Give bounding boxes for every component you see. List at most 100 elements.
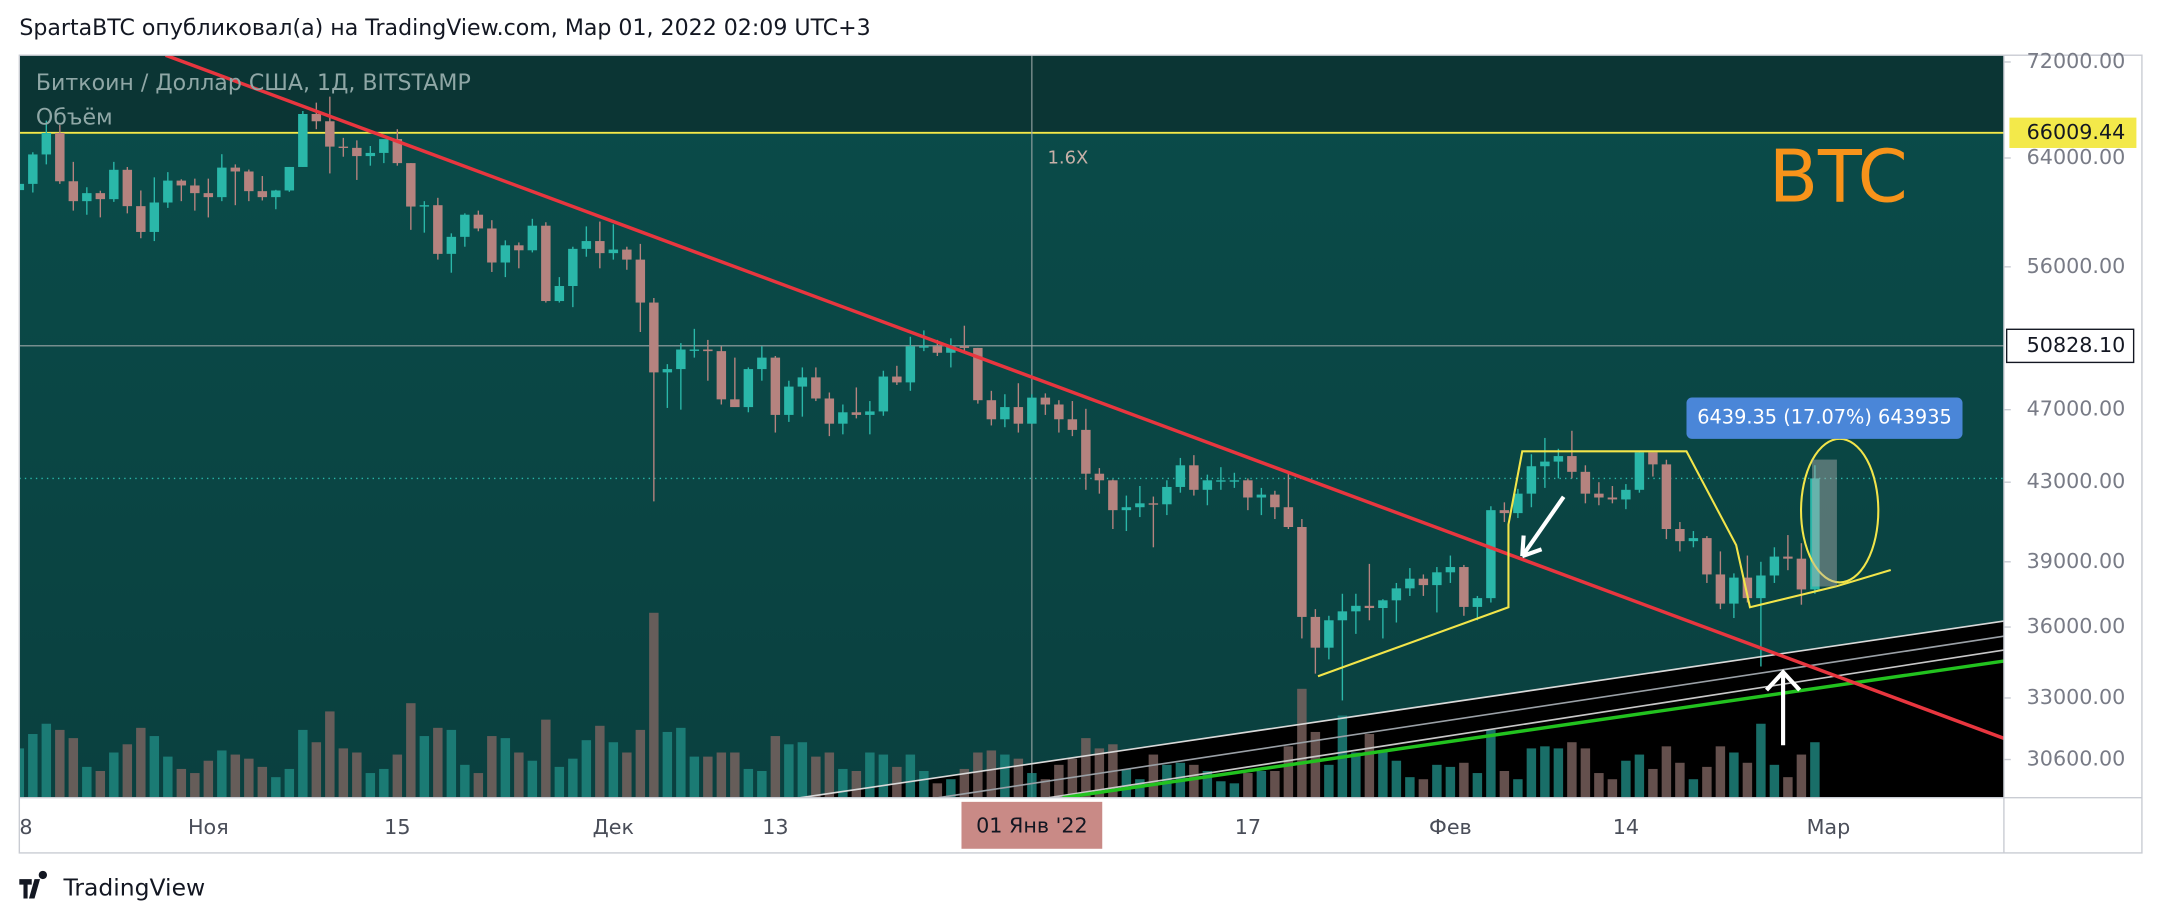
candle-body <box>460 214 470 237</box>
candle-body <box>1270 494 1280 508</box>
volume-bar <box>1459 762 1469 798</box>
candle-body <box>446 236 457 254</box>
drawings <box>165 55 2004 798</box>
logo-mark <box>19 870 47 899</box>
volume-bar <box>743 768 754 798</box>
candle-body <box>244 171 254 192</box>
candle-body <box>608 249 619 254</box>
candle-body <box>1162 486 1172 505</box>
volume-bar <box>230 754 241 798</box>
candle-body <box>527 225 538 251</box>
candle-body <box>1715 574 1726 604</box>
volume-bar <box>1256 770 1267 798</box>
candle-body <box>1256 494 1267 498</box>
candle-body <box>1054 404 1064 420</box>
volume-bar <box>1351 752 1361 798</box>
volume-bar <box>784 744 794 798</box>
candle-body <box>190 185 200 194</box>
volume-bar <box>1796 754 1807 798</box>
candle-body <box>973 347 983 401</box>
candle-body <box>1094 473 1105 481</box>
volume-bar <box>622 752 632 798</box>
candle-body <box>986 400 997 420</box>
candle-body <box>905 346 916 383</box>
volume-bar <box>1081 738 1091 798</box>
candle-body <box>271 190 281 198</box>
candle-body <box>1580 471 1591 494</box>
candle-body <box>1661 464 1672 530</box>
volume-bar <box>1324 764 1334 798</box>
candle-body <box>716 351 727 400</box>
candle-body <box>1594 493 1604 498</box>
volume-bar <box>1189 764 1199 798</box>
volume-bar <box>1486 729 1496 798</box>
volume-bar <box>676 727 686 798</box>
candle-body <box>82 193 92 202</box>
candle-body <box>1027 397 1037 424</box>
volume-bar <box>932 783 943 798</box>
y-tick-label: 30600.00 <box>2027 747 2126 771</box>
channel-line <box>800 620 2004 798</box>
candle-body <box>1202 480 1213 490</box>
support-line <box>1062 659 2004 798</box>
candle-body <box>1567 456 1577 472</box>
candle-body <box>1351 605 1361 612</box>
volume-bar <box>149 736 160 798</box>
volume-bar <box>446 729 457 798</box>
header: SpartaBTC опубликовал(а) на TradingView.… <box>19 16 870 41</box>
candle-body <box>1648 452 1658 465</box>
volume-bar <box>1040 779 1051 798</box>
x-tick-label: 14 <box>1613 815 1639 839</box>
candle-body <box>676 349 686 370</box>
candle-body <box>1540 461 1550 467</box>
candle-body <box>622 249 632 260</box>
level-tag <box>2009 117 2137 148</box>
volume-bar <box>595 725 605 798</box>
volume-bar <box>770 736 781 798</box>
candle-body <box>878 376 889 412</box>
volume-bar <box>1000 754 1010 798</box>
volume-bar <box>1027 773 1037 798</box>
volume-bar <box>95 770 106 798</box>
symbol-label: BTC <box>1769 135 1908 219</box>
volume-bar <box>1540 746 1550 798</box>
volume-bar <box>1702 766 1712 798</box>
volume-bar <box>1499 770 1510 798</box>
volume-bar <box>28 734 38 798</box>
volume-bar <box>1216 781 1226 798</box>
candle-body <box>487 228 497 263</box>
candle-body <box>635 259 646 303</box>
y-tick-label: 36000.00 <box>2027 614 2126 638</box>
legend-volume: Объём <box>36 106 113 131</box>
volume-bar <box>311 742 322 798</box>
candle-body <box>1432 572 1442 586</box>
candle-body <box>703 349 713 352</box>
candle-body <box>433 205 443 254</box>
candle-body <box>770 357 781 415</box>
volume-bar <box>1729 752 1739 798</box>
candle-body <box>649 302 659 373</box>
candle-body <box>784 386 794 415</box>
volume-bar <box>460 764 470 798</box>
candle-body <box>1040 397 1051 405</box>
candle-body <box>379 139 389 153</box>
candle-body <box>1553 456 1564 462</box>
volume-bar <box>1364 734 1375 798</box>
volume-bar <box>568 758 578 798</box>
candle-body <box>838 412 848 424</box>
volume-bar <box>1405 777 1415 798</box>
volume-bar <box>1661 746 1672 798</box>
volume-bar <box>1580 748 1591 798</box>
candle-body <box>743 369 754 408</box>
candle-body <box>1742 577 1753 599</box>
legend-title: Биткоин / Доллар США, 1Д, BITSTAMP <box>36 71 471 96</box>
candle-body <box>1472 598 1483 607</box>
volume-bar <box>1229 783 1240 798</box>
volume-bar <box>244 758 254 798</box>
candle-body <box>919 346 929 348</box>
candle-body <box>68 181 79 202</box>
candle-body <box>136 206 146 232</box>
volume-bar <box>338 748 349 798</box>
candle-body <box>1756 575 1766 599</box>
candle-body <box>122 169 133 207</box>
